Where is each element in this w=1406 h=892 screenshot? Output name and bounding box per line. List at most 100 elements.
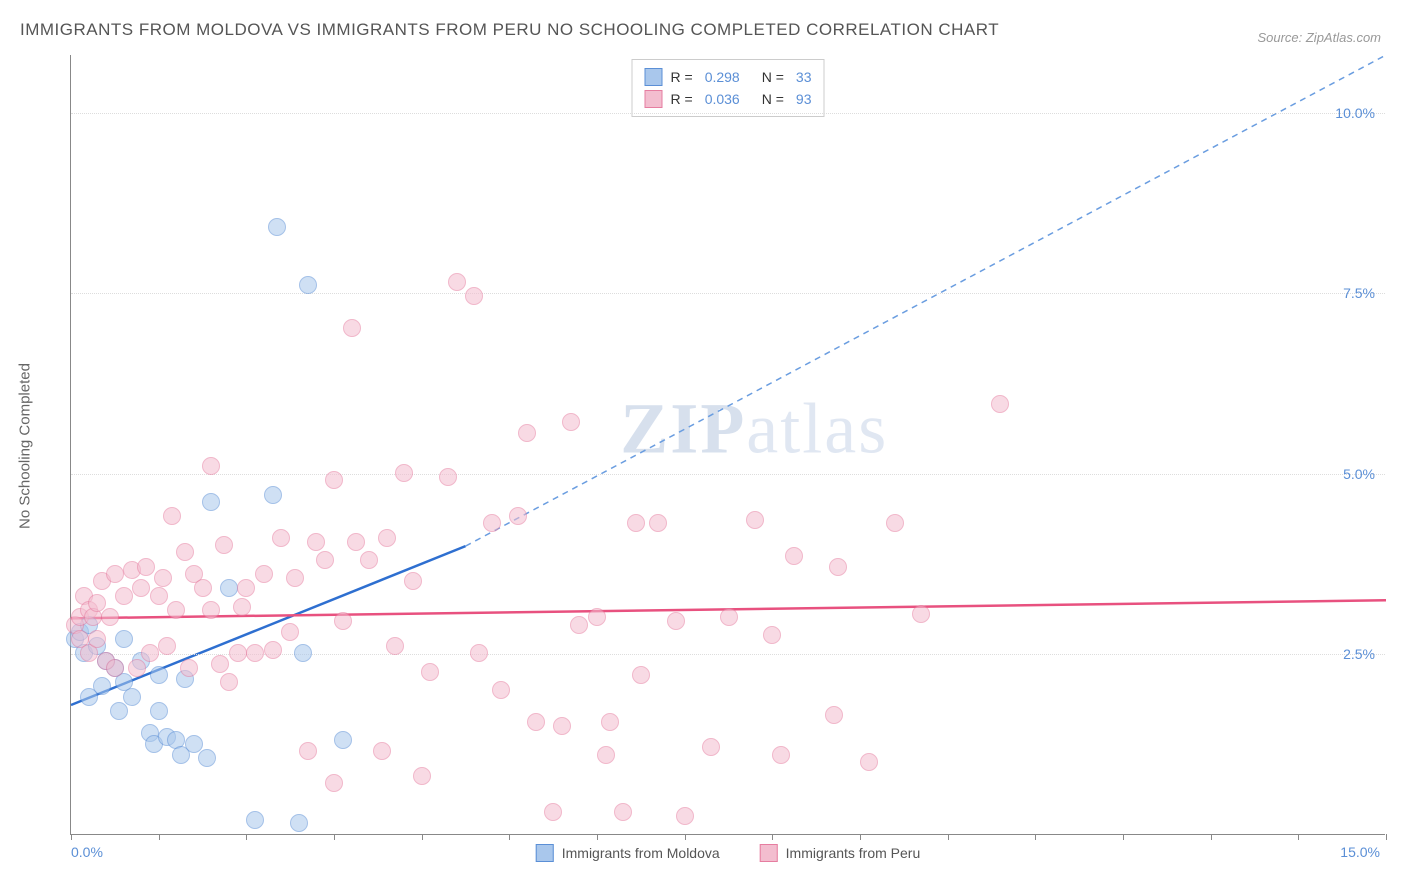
series-legend: Immigrants from Moldova Immigrants from P… xyxy=(536,844,921,862)
data-point xyxy=(264,641,282,659)
y-tick-label: 7.5% xyxy=(1343,285,1375,301)
data-point xyxy=(180,659,198,677)
y-tick-label: 2.5% xyxy=(1343,646,1375,662)
data-point xyxy=(185,735,203,753)
data-point xyxy=(378,529,396,547)
data-point xyxy=(772,746,790,764)
legend-series-label: Immigrants from Moldova xyxy=(562,845,720,861)
data-point xyxy=(649,514,667,532)
data-point xyxy=(106,565,124,583)
source-credit: Source: ZipAtlas.com xyxy=(1257,30,1381,45)
data-point xyxy=(421,663,439,681)
data-point xyxy=(492,681,510,699)
data-point xyxy=(404,572,422,590)
data-point xyxy=(527,713,545,731)
data-point xyxy=(286,569,304,587)
data-point xyxy=(93,677,111,695)
data-point xyxy=(202,457,220,475)
x-tick xyxy=(597,834,598,840)
data-point xyxy=(115,587,133,605)
data-point xyxy=(347,533,365,551)
plot-area: ZIPatlas R =0.298N =33R =0.036N =93 Immi… xyxy=(70,55,1385,835)
data-point xyxy=(150,666,168,684)
data-point xyxy=(264,486,282,504)
legend-swatch xyxy=(536,844,554,862)
data-point xyxy=(334,731,352,749)
data-point xyxy=(272,529,290,547)
data-point xyxy=(202,601,220,619)
x-tick xyxy=(509,834,510,840)
data-point xyxy=(509,507,527,525)
data-point xyxy=(167,601,185,619)
data-point xyxy=(176,543,194,561)
chart-title: IMMIGRANTS FROM MOLDOVA VS IMMIGRANTS FR… xyxy=(20,20,999,40)
data-point xyxy=(281,623,299,641)
legend-swatch xyxy=(760,844,778,862)
data-point xyxy=(553,717,571,735)
data-point xyxy=(395,464,413,482)
data-point xyxy=(246,644,264,662)
data-point xyxy=(233,598,251,616)
x-tick xyxy=(1035,834,1036,840)
data-point xyxy=(220,579,238,597)
data-point xyxy=(763,626,781,644)
data-point xyxy=(334,612,352,630)
x-tick xyxy=(1386,834,1387,840)
x-axis-end-label: 15.0% xyxy=(1340,844,1380,860)
data-point xyxy=(268,218,286,236)
data-point xyxy=(632,666,650,684)
data-point xyxy=(150,587,168,605)
data-point xyxy=(194,579,212,597)
data-point xyxy=(255,565,273,583)
data-point xyxy=(246,811,264,829)
gridline xyxy=(71,474,1385,475)
data-point xyxy=(702,738,720,756)
data-point xyxy=(465,287,483,305)
data-point xyxy=(570,616,588,634)
y-tick-label: 10.0% xyxy=(1335,105,1375,121)
y-axis-label: No Schooling Completed xyxy=(17,363,34,529)
data-point xyxy=(588,608,606,626)
gridline xyxy=(71,113,1385,114)
data-point xyxy=(154,569,172,587)
data-point xyxy=(115,630,133,648)
x-tick xyxy=(246,834,247,840)
data-point xyxy=(290,814,308,832)
data-point xyxy=(373,742,391,760)
data-point xyxy=(141,644,159,662)
data-point xyxy=(601,713,619,731)
data-point xyxy=(237,579,255,597)
data-point xyxy=(150,702,168,720)
trend-lines xyxy=(71,55,1386,835)
x-tick xyxy=(948,834,949,840)
data-point xyxy=(829,558,847,576)
gridline xyxy=(71,293,1385,294)
data-point xyxy=(785,547,803,565)
data-point xyxy=(198,749,216,767)
data-point xyxy=(912,605,930,623)
data-point xyxy=(413,767,431,785)
data-point xyxy=(667,612,685,630)
data-point xyxy=(343,319,361,337)
data-point xyxy=(614,803,632,821)
data-point xyxy=(544,803,562,821)
data-point xyxy=(325,774,343,792)
data-point xyxy=(307,533,325,551)
data-point xyxy=(386,637,404,655)
data-point xyxy=(627,514,645,532)
data-point xyxy=(123,688,141,706)
x-tick xyxy=(1123,834,1124,840)
data-point xyxy=(158,637,176,655)
data-point xyxy=(676,807,694,825)
data-point xyxy=(518,424,536,442)
legend-series-label: Immigrants from Peru xyxy=(786,845,921,861)
legend-bottom-item: Immigrants from Peru xyxy=(760,844,921,862)
data-point xyxy=(211,655,229,673)
data-point xyxy=(470,644,488,662)
data-point xyxy=(110,702,128,720)
data-point xyxy=(163,507,181,525)
data-point xyxy=(825,706,843,724)
x-tick xyxy=(422,834,423,840)
data-point xyxy=(101,608,119,626)
data-point xyxy=(202,493,220,511)
